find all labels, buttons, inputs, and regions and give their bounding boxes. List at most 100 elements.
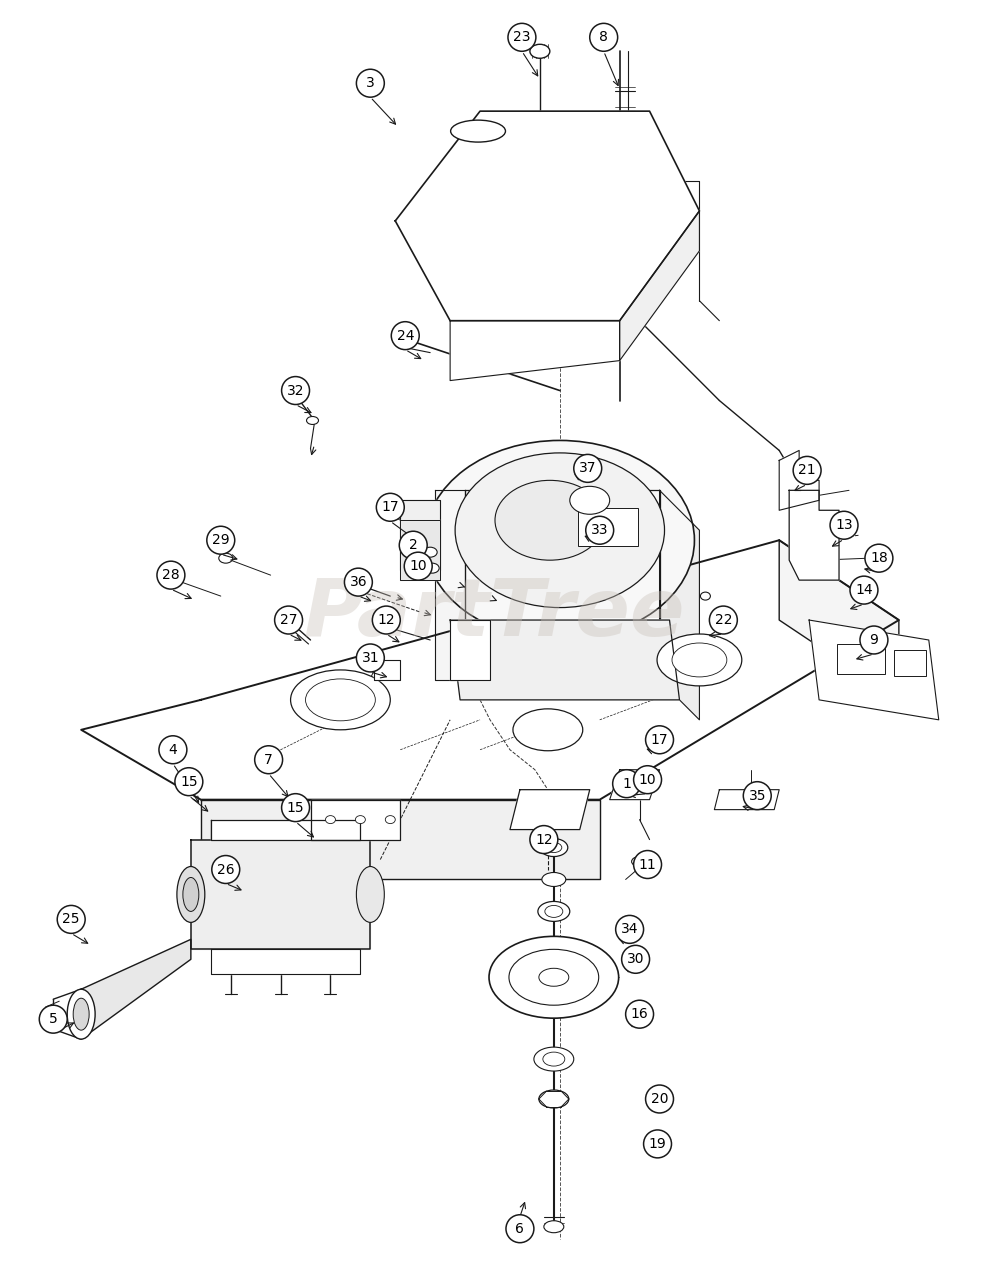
Polygon shape [435,490,465,680]
Ellipse shape [219,553,232,563]
Text: 30: 30 [627,952,645,966]
Text: 19: 19 [649,1137,667,1151]
Text: 3: 3 [366,77,375,90]
Polygon shape [450,321,620,380]
Circle shape [574,454,601,483]
Ellipse shape [509,950,598,1005]
Text: 37: 37 [579,461,596,475]
Text: 10: 10 [639,773,657,787]
Polygon shape [211,819,360,840]
Bar [578,508,638,547]
Circle shape [850,576,878,604]
Ellipse shape [168,570,184,580]
Circle shape [255,746,283,773]
Circle shape [585,516,613,544]
Text: 15: 15 [287,800,305,814]
Polygon shape [609,769,660,800]
Circle shape [709,605,738,634]
Ellipse shape [538,901,570,922]
Ellipse shape [495,480,604,561]
Circle shape [589,23,618,51]
Ellipse shape [425,563,439,573]
Ellipse shape [356,867,385,923]
Circle shape [506,1215,534,1243]
Text: 2: 2 [408,538,417,552]
Ellipse shape [455,453,665,608]
Polygon shape [465,490,660,680]
Circle shape [616,915,644,943]
Text: 29: 29 [212,534,229,548]
Text: 6: 6 [515,1221,524,1235]
Text: 28: 28 [162,568,180,582]
Text: 7: 7 [264,753,273,767]
Text: 27: 27 [280,613,298,627]
Text: 20: 20 [651,1092,669,1106]
Polygon shape [510,790,589,829]
Polygon shape [660,490,699,719]
Text: 8: 8 [599,31,608,45]
Text: 17: 17 [382,500,400,515]
Text: 5: 5 [48,1012,57,1027]
Ellipse shape [183,878,199,911]
Polygon shape [779,540,899,700]
Text: 23: 23 [513,31,531,45]
Ellipse shape [325,815,335,823]
Ellipse shape [657,634,742,686]
Polygon shape [401,520,440,580]
Ellipse shape [556,460,568,470]
Circle shape [744,782,771,810]
Text: 9: 9 [869,634,878,646]
Text: PartTree: PartTree [304,576,685,654]
Circle shape [159,736,187,764]
Text: 32: 32 [287,384,305,398]
Circle shape [275,605,303,634]
Text: 18: 18 [870,552,888,566]
Text: 21: 21 [798,463,816,477]
Ellipse shape [307,416,318,425]
Text: 10: 10 [409,559,427,573]
Ellipse shape [386,504,404,516]
Text: 12: 12 [535,832,553,846]
Circle shape [344,568,372,596]
Text: 36: 36 [349,575,367,589]
Circle shape [865,544,893,572]
Circle shape [377,493,405,521]
Bar [894,650,926,676]
Text: 26: 26 [217,863,234,877]
Text: 11: 11 [639,858,657,872]
Text: 13: 13 [835,518,853,532]
Polygon shape [211,950,360,974]
Ellipse shape [530,45,550,59]
Text: 31: 31 [362,652,379,666]
Ellipse shape [672,643,727,677]
Circle shape [400,531,427,559]
Polygon shape [401,500,440,570]
Ellipse shape [539,968,569,987]
Ellipse shape [73,998,89,1030]
Circle shape [646,726,674,754]
Ellipse shape [540,838,568,856]
Circle shape [282,794,310,822]
Ellipse shape [386,815,396,823]
Circle shape [612,769,641,797]
Circle shape [356,69,385,97]
Ellipse shape [67,989,95,1039]
Text: 33: 33 [591,524,608,538]
Polygon shape [396,111,699,321]
Circle shape [40,1005,67,1033]
Circle shape [626,1000,654,1028]
Circle shape [57,905,85,933]
Circle shape [356,644,385,672]
Ellipse shape [451,120,505,142]
Ellipse shape [425,440,694,640]
Polygon shape [779,451,819,511]
Circle shape [212,855,239,883]
Circle shape [644,1130,672,1158]
Polygon shape [311,800,401,840]
Circle shape [634,765,662,794]
Text: 35: 35 [749,788,766,803]
Circle shape [157,561,185,589]
Polygon shape [450,620,490,680]
Ellipse shape [291,669,391,730]
Polygon shape [375,660,401,680]
